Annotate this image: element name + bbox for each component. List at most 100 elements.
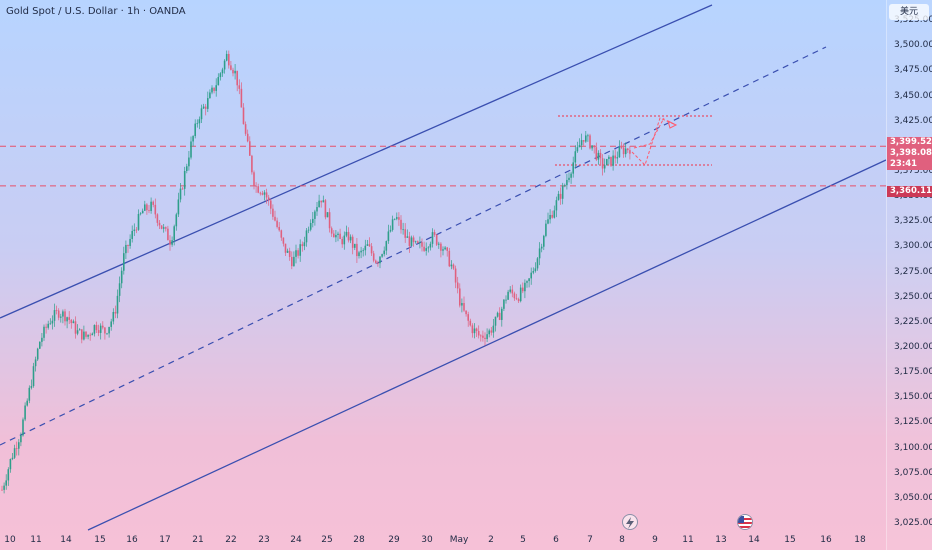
candle-body: [601, 158, 604, 169]
time-axis[interactable]: 10 11 14 15 16 17 21 22 23 24 25 28 29 30 May 2 5 6 7 8 9 11 1…: [0, 533, 886, 550]
last-price-tag: 3,398.080 23:41: [887, 148, 932, 170]
candle-body: [545, 223, 547, 236]
chart-canvas[interactable]: [0, 0, 887, 533]
candle-body: [41, 337, 43, 342]
candle-body: [328, 212, 331, 229]
candle-body: [408, 236, 411, 246]
candle-body: [608, 156, 610, 160]
candle-body: [351, 236, 354, 248]
price-chart[interactable]: [0, 0, 887, 533]
candle-body: [47, 323, 49, 328]
candle-body: [375, 260, 377, 263]
candle-body: [482, 335, 484, 338]
candle-body: [303, 242, 306, 247]
candle-body: [393, 218, 396, 220]
candle-body: [211, 87, 213, 93]
candle-body: [261, 193, 264, 195]
candle-body: [627, 148, 629, 151]
candle-body: [118, 283, 121, 296]
candle-body: [557, 193, 560, 201]
candle-body: [299, 244, 301, 256]
candle-body: [104, 327, 106, 334]
candle-body: [362, 250, 364, 252]
candle-body: [528, 278, 530, 282]
candle-body: [587, 135, 589, 137]
candle-body: [196, 123, 199, 125]
price-tick: 3,425.000: [894, 115, 932, 126]
candle-body: [230, 65, 232, 70]
price-tick: 3,150.000: [894, 392, 932, 403]
candle-body: [333, 233, 335, 238]
candle-body: [532, 271, 535, 273]
candle-body: [307, 229, 310, 231]
candle-body: [293, 256, 295, 267]
price-tick: 3,500.000: [894, 40, 932, 51]
candle-body: [167, 228, 169, 241]
candle-body: [188, 157, 190, 167]
candle-body: [536, 258, 539, 269]
candle-body: [7, 469, 10, 481]
time-tick: 30: [421, 535, 433, 545]
candle-body: [427, 247, 430, 249]
candle-body: [444, 247, 446, 250]
time-tick: 23: [258, 535, 270, 545]
candle-body: [240, 88, 243, 108]
candle-body: [438, 243, 440, 245]
candle-body: [301, 244, 304, 247]
candle-body: [423, 246, 425, 251]
candle-body: [503, 299, 505, 309]
time-tick: 14: [748, 535, 760, 545]
candle-body: [154, 204, 157, 215]
candle-body: [417, 241, 419, 243]
candle-body: [76, 330, 79, 334]
currency-button[interactable]: 美元: [889, 4, 929, 20]
candle-body: [526, 281, 528, 283]
candle-body: [559, 193, 562, 199]
candle-body: [173, 226, 175, 241]
candle-body: [330, 228, 333, 234]
candle-body: [131, 230, 133, 239]
price-tick: 3,325.000: [894, 216, 932, 227]
candle-body: [480, 335, 482, 337]
candle-body: [288, 250, 291, 257]
price-axis[interactable]: 3,525.000 3,500.000 3,475.000 3,450.000 3,42…: [886, 0, 932, 550]
candle-body: [282, 237, 285, 244]
candle-body: [3, 485, 5, 490]
candle-body: [236, 70, 238, 86]
candle-body: [410, 237, 413, 246]
candle-body: [238, 85, 241, 89]
candle-body: [5, 480, 7, 486]
candle-body: [568, 177, 570, 180]
time-tick: 16: [126, 535, 138, 545]
price-tick: 3,075.000: [894, 467, 932, 478]
candle-body: [295, 250, 297, 257]
channel-mid-line: [0, 46, 827, 446]
time-tick: 5: [520, 535, 526, 545]
candle-body: [488, 330, 490, 335]
candle-body: [309, 222, 312, 230]
candle-body: [116, 295, 119, 314]
time-tick: 14: [60, 535, 72, 545]
candle-body: [467, 314, 469, 321]
bar-countdown: 23:41: [890, 159, 918, 169]
candle-body: [322, 200, 325, 203]
time-tick: 9: [652, 535, 658, 545]
candle-body: [194, 123, 196, 137]
candle-body: [207, 98, 209, 109]
candle-body: [97, 330, 100, 333]
candle-body: [18, 442, 20, 449]
us-flag-icon[interactable]: [737, 514, 753, 530]
candle-body: [102, 325, 104, 328]
candle-body: [547, 219, 549, 224]
candle-body: [585, 135, 587, 142]
candle-body: [381, 254, 383, 257]
lightning-icon[interactable]: [622, 514, 638, 530]
candle-body: [249, 141, 251, 156]
candle-body: [177, 199, 180, 215]
candle-body: [72, 321, 75, 324]
candle-body: [561, 185, 564, 199]
candle-body: [498, 312, 501, 320]
candle-body: [507, 291, 509, 300]
candle-body: [372, 253, 375, 261]
candle-body: [337, 233, 339, 235]
